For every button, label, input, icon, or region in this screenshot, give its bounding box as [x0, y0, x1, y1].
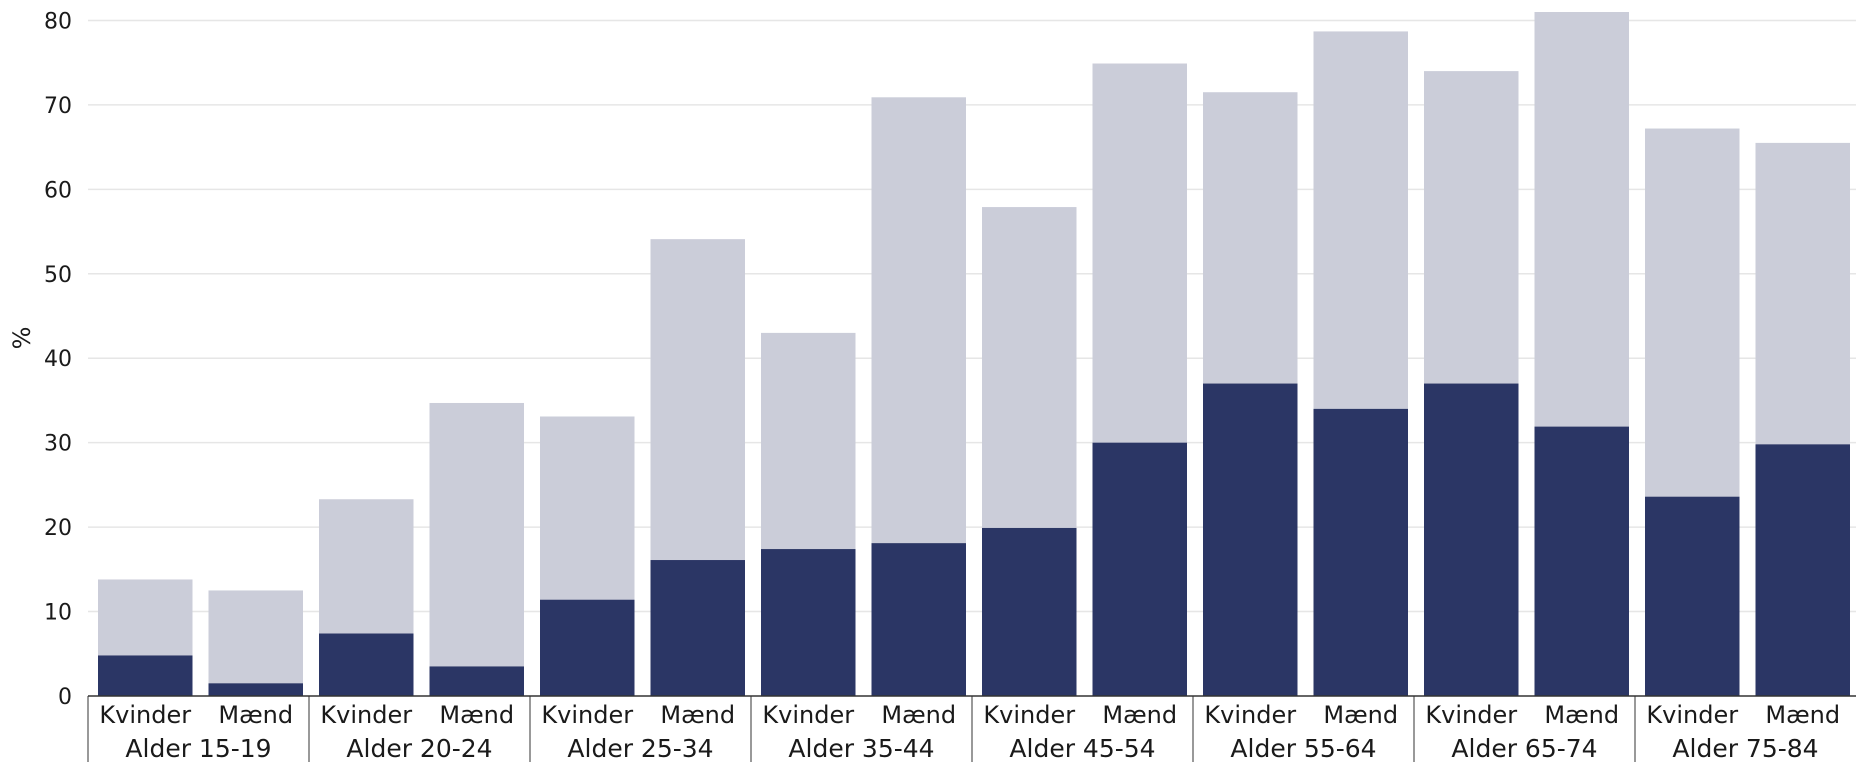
bar-part	[429, 666, 524, 696]
y-tick-label: 40	[44, 347, 72, 372]
x-group-label: Alder 20-24	[346, 734, 492, 762]
x-category-label: Kvinder	[99, 701, 191, 729]
bar-part	[871, 543, 966, 696]
x-category-label: Kvinder	[762, 701, 854, 729]
x-category-label: Kvinder	[320, 701, 412, 729]
bar-part	[208, 683, 303, 696]
y-axis-label: %	[8, 327, 36, 350]
y-tick-label: 30	[44, 432, 72, 457]
x-category-label: Mænd	[1765, 701, 1840, 729]
bar-part	[1424, 383, 1519, 696]
bar-part	[1203, 383, 1298, 696]
bar-part	[1755, 444, 1850, 696]
x-group-label: Alder 55-64	[1230, 734, 1376, 762]
bar-total	[208, 590, 303, 696]
x-group-label: Alder 75-84	[1672, 734, 1818, 762]
x-axis: Kvinder Mænd Alder 15-19 Kvinder Mænd Alder 2…	[87, 695, 1856, 762]
bar-part	[1645, 496, 1740, 696]
bar-part	[1092, 442, 1187, 696]
y-axis-ticks: 0 10 20 30 40 50 60 70 80	[44, 9, 72, 710]
bar-part	[761, 549, 856, 696]
bar-part	[98, 655, 193, 696]
x-group-label: Alder 65-74	[1451, 734, 1597, 762]
x-category-label: Mænd	[1544, 701, 1619, 729]
x-group-label: Alder 15-19	[125, 734, 271, 762]
bar-part	[650, 560, 745, 696]
bar-part	[982, 527, 1077, 696]
x-category-label: Mænd	[439, 701, 514, 729]
y-tick-label: 0	[58, 685, 72, 710]
x-category-label: Kvinder	[983, 701, 1075, 729]
y-tick-label: 70	[44, 94, 72, 119]
y-tick-label: 10	[44, 601, 72, 626]
bar-part	[1313, 408, 1408, 696]
x-group-label: Alder 25-34	[567, 734, 713, 762]
x-category-label: Kvinder	[1204, 701, 1296, 729]
x-category-label: Mænd	[218, 701, 293, 729]
bar-part	[1534, 426, 1629, 696]
y-tick-label: 80	[44, 9, 72, 34]
bars	[98, 12, 1850, 697]
y-tick-label: 50	[44, 263, 72, 288]
y-tick-label: 20	[44, 516, 72, 541]
x-group-label: Alder 45-54	[1009, 734, 1155, 762]
x-group-label: Alder 35-44	[788, 734, 934, 762]
x-category-label: Mænd	[881, 701, 956, 729]
x-category-label: Kvinder	[1646, 701, 1738, 729]
y-tick-label: 60	[44, 178, 72, 203]
x-category-label: Mænd	[660, 701, 735, 729]
bar-part	[319, 633, 414, 696]
x-category-label: Kvinder	[541, 701, 633, 729]
bar-total	[429, 402, 524, 696]
x-category-label: Mænd	[1323, 701, 1398, 729]
x-category-label: Mænd	[1102, 701, 1177, 729]
bar-part	[540, 599, 635, 696]
x-category-label: Kvinder	[1425, 701, 1517, 729]
